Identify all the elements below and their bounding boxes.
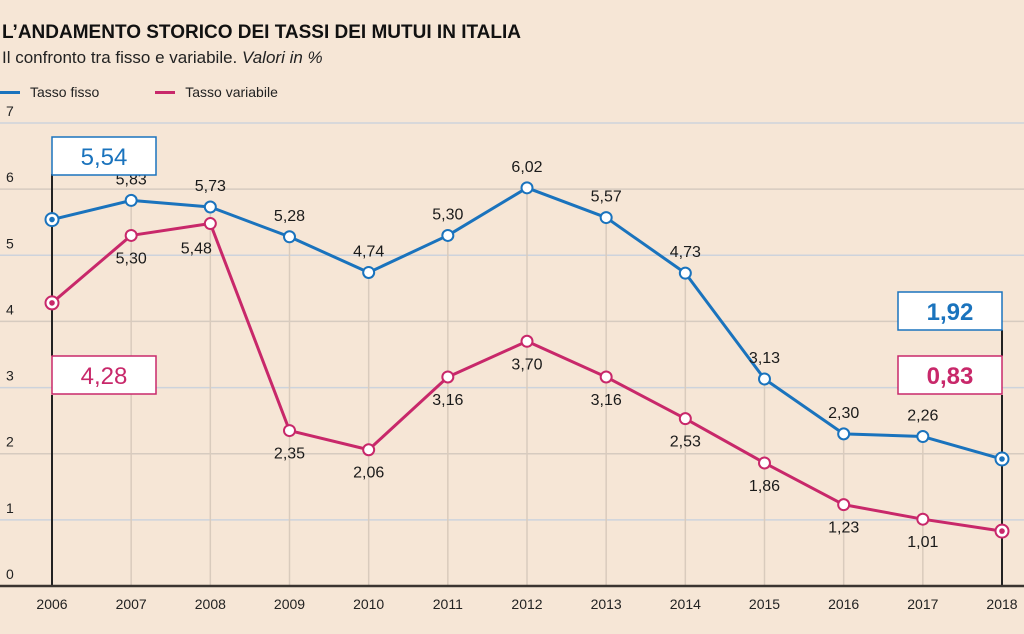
x-tick-label: 2006 bbox=[36, 596, 67, 612]
x-tick-label: 2016 bbox=[828, 596, 859, 612]
data-label-fisso: 4,74 bbox=[353, 243, 384, 260]
x-tick-label: 2007 bbox=[116, 596, 147, 612]
x-tick-label: 2008 bbox=[195, 596, 226, 612]
legend: Tasso fisso Tasso variabile bbox=[0, 84, 320, 100]
data-point-fisso bbox=[124, 193, 138, 207]
data-label-variabile: 5,48 bbox=[181, 241, 212, 258]
subtitle-text: Il confronto tra fisso e variabile. bbox=[2, 48, 238, 67]
value-box-text: 5,54 bbox=[81, 144, 128, 171]
legend-label-fisso: Tasso fisso bbox=[30, 84, 100, 100]
x-tick-label: 2017 bbox=[907, 596, 938, 612]
chart-title: L’ANDAMENTO STORICO DEI TASSI DEI MUTUI … bbox=[2, 22, 521, 43]
value-box-text: 1,92 bbox=[927, 299, 974, 326]
data-label-fisso: 5,30 bbox=[432, 206, 463, 223]
y-tick-label: 5 bbox=[6, 235, 14, 251]
data-label-fisso: 5,57 bbox=[591, 189, 622, 206]
data-point-fisso bbox=[599, 211, 613, 225]
data-point-fisso bbox=[362, 265, 376, 279]
value-box-fisso-2018: 1,92 bbox=[897, 291, 1003, 331]
y-tick-label: 0 bbox=[6, 566, 14, 582]
x-tick-label: 2011 bbox=[433, 596, 463, 612]
data-point-fisso bbox=[678, 266, 692, 280]
x-tick-label: 2014 bbox=[670, 596, 701, 612]
data-point-variabile bbox=[520, 334, 534, 348]
value-box-frame bbox=[51, 136, 157, 176]
y-tick-label: 7 bbox=[6, 103, 14, 119]
data-label-variabile: 1,23 bbox=[828, 520, 859, 537]
data-label-variabile: 2,35 bbox=[274, 446, 305, 463]
data-point-fisso bbox=[203, 200, 217, 214]
data-point-variabile bbox=[124, 228, 138, 242]
data-point-fisso bbox=[837, 427, 851, 441]
data-point-variabile bbox=[837, 498, 851, 512]
y-tick-label: 2 bbox=[6, 434, 14, 450]
y-tick-label: 6 bbox=[6, 169, 14, 185]
data-label-fisso: 2,30 bbox=[828, 405, 859, 422]
data-point-fisso bbox=[916, 430, 930, 444]
data-point-fisso bbox=[758, 372, 771, 386]
legend-swatch-variabile bbox=[155, 90, 176, 94]
subtitle-unit: Valori in % bbox=[242, 48, 323, 67]
data-point-center-variabile bbox=[49, 300, 55, 306]
x-tick-label: 2012 bbox=[511, 596, 542, 612]
data-point-variabile bbox=[599, 370, 613, 384]
x-tick-label: 2010 bbox=[353, 596, 384, 612]
data-label-fisso: 5,28 bbox=[274, 208, 305, 225]
value-box-text: 0,83 bbox=[927, 363, 974, 390]
x-tick-label: 2015 bbox=[749, 596, 780, 612]
data-label-variabile: 3,16 bbox=[591, 392, 622, 409]
value-box-fisso-2006: 5,54 bbox=[51, 136, 157, 176]
data-point-center-fisso bbox=[999, 456, 1005, 462]
x-tick-label: 2013 bbox=[591, 596, 622, 612]
value-box-frame bbox=[897, 291, 1003, 331]
data-point-fisso bbox=[441, 228, 455, 242]
value-box-variabile-2006: 4,28 bbox=[51, 355, 157, 395]
data-point-center-variabile bbox=[999, 528, 1005, 534]
data-label-variabile: 3,70 bbox=[511, 356, 542, 373]
legend-label-variabile: Tasso variabile bbox=[185, 84, 278, 100]
data-label-fisso: 6,02 bbox=[511, 159, 542, 176]
data-point-fisso bbox=[520, 181, 534, 195]
legend-swatch-fisso bbox=[0, 90, 20, 94]
data-label-variabile: 2,53 bbox=[670, 434, 701, 451]
data-label-fisso: 4,73 bbox=[670, 244, 701, 261]
data-point-variabile bbox=[203, 217, 217, 231]
data-point-variabile bbox=[916, 512, 930, 526]
data-label-fisso: 3,13 bbox=[749, 350, 780, 367]
value-box-variabile-2018: 0,83 bbox=[897, 355, 1003, 395]
data-label-fisso: 5,73 bbox=[195, 178, 226, 195]
y-tick-label: 1 bbox=[6, 500, 14, 516]
data-label-variabile: 3,16 bbox=[432, 392, 463, 409]
data-point-variabile bbox=[362, 443, 376, 457]
legend-item-variabile: Tasso variabile bbox=[155, 84, 278, 100]
data-label-variabile: 1,86 bbox=[749, 478, 780, 495]
value-box-text: 4,28 bbox=[81, 363, 128, 390]
value-box-frame bbox=[51, 355, 157, 395]
data-label-variabile: 2,06 bbox=[353, 465, 384, 482]
data-point-variabile bbox=[678, 412, 692, 426]
value-box-frame bbox=[897, 355, 1003, 395]
x-tick-label: 2018 bbox=[986, 596, 1017, 612]
y-tick-label: 4 bbox=[6, 301, 14, 317]
data-label-variabile: 1,01 bbox=[907, 534, 938, 551]
chart-subtitle: Il confronto tra fisso e variabile. Valo… bbox=[2, 48, 323, 68]
x-tick-label: 2009 bbox=[274, 596, 305, 612]
y-tick-label: 3 bbox=[6, 368, 14, 384]
data-point-variabile bbox=[441, 370, 455, 384]
data-point-fisso bbox=[283, 230, 296, 244]
data-point-center-fisso bbox=[49, 216, 55, 223]
data-label-variabile: 5,30 bbox=[116, 250, 147, 267]
data-label-fisso: 2,26 bbox=[907, 408, 938, 425]
legend-item-fisso: Tasso fisso bbox=[0, 84, 99, 100]
data-point-variabile bbox=[283, 424, 296, 438]
data-point-variabile bbox=[758, 456, 771, 470]
